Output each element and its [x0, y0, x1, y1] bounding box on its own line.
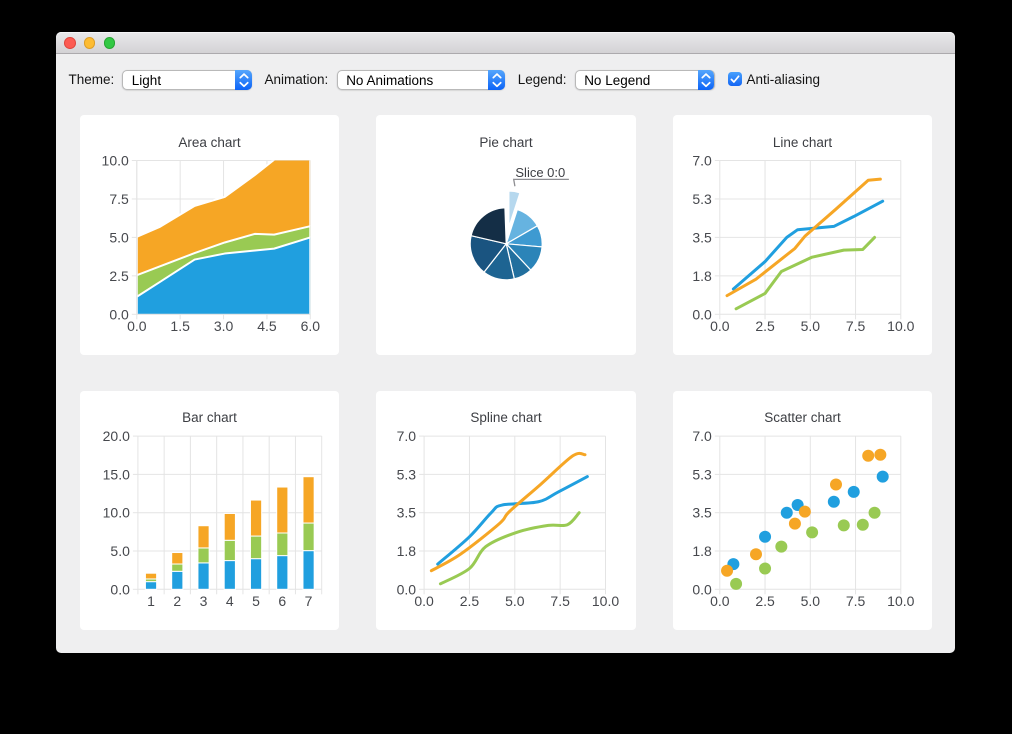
svg-text:1.5: 1.5: [170, 318, 190, 334]
svg-text:2: 2: [173, 593, 181, 609]
svg-text:Scatter chart: Scatter chart: [764, 410, 841, 425]
svg-text:10.0: 10.0: [102, 153, 129, 169]
svg-text:3.5: 3.5: [397, 505, 417, 521]
svg-text:10.0: 10.0: [103, 505, 130, 521]
svg-text:10.0: 10.0: [887, 593, 914, 609]
svg-text:2.5: 2.5: [755, 593, 775, 609]
svg-text:7.5: 7.5: [846, 593, 866, 609]
svg-text:10.0: 10.0: [592, 593, 619, 609]
svg-text:5.0: 5.0: [801, 593, 821, 609]
svg-text:0.0: 0.0: [710, 318, 730, 334]
svg-text:Bar chart: Bar chart: [182, 410, 237, 425]
svg-text:3: 3: [200, 593, 208, 609]
svg-text:0.0: 0.0: [692, 306, 712, 322]
svg-text:2.5: 2.5: [460, 593, 480, 609]
svg-text:6: 6: [278, 593, 286, 609]
svg-text:15.0: 15.0: [103, 466, 130, 482]
svg-text:0.0: 0.0: [414, 593, 434, 609]
svg-text:5.3: 5.3: [692, 191, 712, 207]
svg-text:0.0: 0.0: [127, 318, 147, 334]
svg-text:3.5: 3.5: [692, 505, 712, 521]
svg-text:2.5: 2.5: [109, 268, 129, 284]
svg-text:5.0: 5.0: [109, 229, 129, 245]
svg-text:Spline chart: Spline chart: [470, 410, 542, 425]
svg-text:7.0: 7.0: [692, 153, 712, 169]
svg-text:Slice 0:0: Slice 0:0: [515, 165, 565, 180]
svg-text:0.0: 0.0: [397, 581, 417, 597]
svg-text:7.0: 7.0: [397, 428, 417, 444]
svg-text:4.5: 4.5: [257, 318, 277, 334]
svg-text:3.0: 3.0: [214, 318, 234, 334]
svg-text:7.5: 7.5: [846, 318, 866, 334]
svg-text:5.3: 5.3: [397, 466, 417, 482]
svg-text:1.8: 1.8: [692, 543, 712, 559]
svg-text:Pie chart: Pie chart: [479, 135, 533, 150]
svg-text:10.0: 10.0: [887, 318, 914, 334]
svg-text:5: 5: [252, 593, 260, 609]
svg-text:2.5: 2.5: [755, 318, 775, 334]
svg-text:5.0: 5.0: [110, 543, 130, 559]
svg-text:0.0: 0.0: [710, 593, 730, 609]
svg-text:7.5: 7.5: [550, 593, 570, 609]
svg-text:3.5: 3.5: [692, 229, 712, 245]
svg-text:5.0: 5.0: [505, 593, 525, 609]
svg-text:1.8: 1.8: [692, 268, 712, 284]
svg-text:5.0: 5.0: [801, 318, 821, 334]
svg-text:7: 7: [305, 593, 313, 609]
svg-text:7.0: 7.0: [692, 428, 712, 444]
svg-text:4: 4: [226, 593, 234, 609]
svg-text:20.0: 20.0: [103, 428, 130, 444]
svg-text:6.0: 6.0: [301, 318, 321, 334]
svg-text:0.0: 0.0: [109, 306, 129, 322]
svg-text:1.8: 1.8: [397, 543, 417, 559]
svg-text:Area chart: Area chart: [178, 135, 241, 150]
svg-text:0.0: 0.0: [110, 581, 130, 597]
svg-text:Line chart: Line chart: [773, 135, 833, 150]
svg-text:5.3: 5.3: [692, 466, 712, 482]
svg-text:1: 1: [147, 593, 155, 609]
svg-text:0.0: 0.0: [692, 581, 712, 597]
svg-text:7.5: 7.5: [109, 191, 129, 207]
